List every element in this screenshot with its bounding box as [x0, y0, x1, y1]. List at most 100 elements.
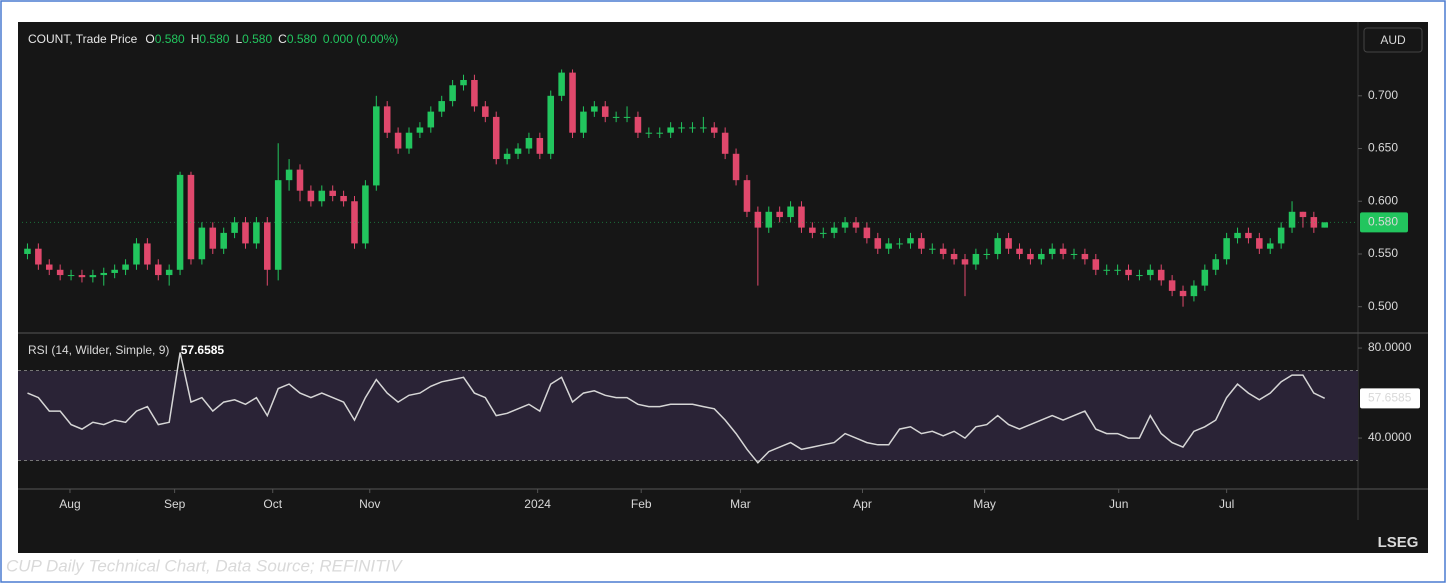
candle-body: [743, 180, 751, 212]
candle-body: [492, 116, 500, 160]
x-tick-label: Jul: [1219, 497, 1234, 511]
candle-body: [863, 227, 871, 239]
candle-body: [427, 111, 435, 128]
candle-body: [580, 111, 587, 133]
legend-key: H: [191, 32, 200, 46]
candle-body: [787, 206, 794, 218]
candle-body: [1081, 253, 1089, 260]
x-tick-label: 2024: [524, 497, 551, 511]
candle-body: [482, 106, 489, 117]
candle-body: [1147, 269, 1154, 276]
legend-key: O: [145, 32, 154, 46]
candle-body: [1212, 259, 1219, 270]
candle-body: [820, 232, 827, 234]
candle-body: [1092, 259, 1100, 270]
candle-body: [1070, 253, 1078, 255]
candle-body: [231, 222, 238, 233]
legend-value: 0.580: [242, 32, 272, 46]
currency-box: [1363, 27, 1423, 53]
x-tick-label: Apr: [853, 497, 872, 511]
candle-body: [362, 185, 369, 244]
candle-body: [1136, 275, 1143, 277]
candle-body: [1277, 227, 1285, 244]
candle-body: [1201, 269, 1209, 286]
rsi-line: [27, 352, 1326, 464]
y-tick-label: 0.550: [1368, 246, 1398, 260]
x-tick-label: Jun: [1109, 497, 1128, 511]
candle-body: [460, 79, 467, 86]
candle-body: [209, 227, 217, 249]
rsi-legend: RSI (14, Wilder, Simple, 9) 57.6585: [28, 343, 224, 357]
candle-body: [634, 116, 642, 133]
candle-body: [1310, 217, 1318, 228]
candle-body: [24, 248, 31, 254]
x-tick-label: May: [973, 497, 996, 511]
candle-body: [285, 169, 293, 181]
candle-body: [547, 95, 554, 154]
candle-body: [645, 132, 653, 134]
candle-body: [253, 222, 260, 244]
candle-body: [1038, 253, 1045, 260]
candle-body: [438, 101, 445, 112]
candle-body: [612, 116, 620, 118]
x-tick-label: Oct: [263, 497, 282, 511]
candle-body: [689, 127, 696, 129]
candle-body: [165, 269, 173, 276]
candle-body: [176, 174, 184, 270]
caption: CUP Daily Technical Chart, Data Source; …: [6, 556, 403, 575]
candle-body: [1256, 238, 1263, 249]
candle-body: [994, 238, 1001, 254]
rsi-title: RSI (14, Wilder, Simple, 9): [28, 343, 169, 357]
candle-body: [1168, 280, 1176, 291]
last-price-box: [1360, 212, 1408, 233]
candle-body: [111, 269, 118, 273]
candle-body: [1245, 232, 1252, 239]
candle-body: [394, 132, 402, 149]
legend-key: C: [278, 32, 287, 46]
candle-body: [972, 253, 980, 265]
candle-body: [885, 243, 892, 249]
candle-body: [187, 174, 195, 260]
candle-body: [45, 264, 53, 270]
x-tick-label: Feb: [631, 497, 652, 511]
candle-body: [700, 127, 707, 129]
candle-body: [569, 72, 576, 133]
candle-body: [373, 106, 380, 186]
candle-body: [405, 132, 413, 149]
x-tick-label: Sep: [164, 497, 186, 511]
candle-body: [623, 116, 631, 118]
candle-body: [242, 222, 249, 244]
candle-body: [601, 106, 609, 117]
candle-body: [383, 106, 391, 133]
candle-body: [264, 222, 271, 270]
candle-body: [852, 222, 860, 228]
candle-body: [514, 148, 522, 154]
candle-body: [1027, 253, 1034, 260]
y-tick-label: 40.0000: [1368, 430, 1412, 444]
legend-value: 0.580: [199, 32, 229, 46]
rsi-band: [18, 370, 1358, 461]
candle-body: [939, 248, 947, 254]
candle-body: [329, 190, 336, 196]
candle-body: [274, 180, 282, 270]
candle-body: [1114, 269, 1121, 271]
legend-title: COUNT, Trade Price: [28, 32, 138, 46]
candle-body: [907, 238, 914, 244]
candle-body: [591, 106, 598, 112]
candle-body: [220, 232, 227, 249]
candle-body: [155, 264, 162, 276]
candle-body: [296, 169, 304, 191]
chart-panel: [18, 22, 1428, 553]
candle-body: [983, 253, 991, 255]
candle-body: [656, 132, 664, 134]
candle-body: [1321, 222, 1329, 228]
x-tick-label: Mar: [730, 497, 751, 511]
candle-body: [1288, 211, 1296, 228]
y-tick-label: 0.700: [1368, 88, 1398, 102]
candle-body: [318, 190, 326, 202]
x-tick-label: Nov: [359, 497, 380, 511]
logo: LSEG: [1378, 534, 1419, 551]
y-tick-label: 0.650: [1368, 141, 1398, 155]
candle-body: [1190, 285, 1198, 297]
candle-body: [1179, 290, 1187, 297]
